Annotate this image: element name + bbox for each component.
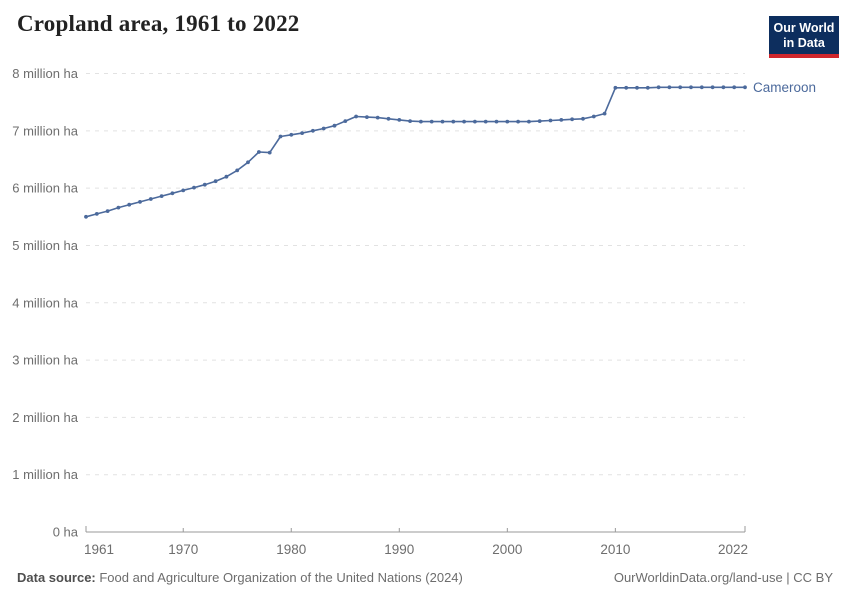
- data-point[interactable]: [483, 119, 488, 124]
- data-point[interactable]: [581, 116, 585, 121]
- data-point[interactable]: [591, 114, 596, 119]
- data-point[interactable]: [429, 119, 434, 124]
- data-source-label: Data source:: [17, 570, 96, 585]
- data-source-note: Data source: Food and Agriculture Organi…: [17, 570, 463, 585]
- data-point[interactable]: [408, 119, 412, 123]
- data-point[interactable]: [473, 119, 477, 124]
- data-point[interactable]: [181, 188, 186, 193]
- footer: Data source: Food and Agriculture Organi…: [17, 570, 833, 585]
- data-point[interactable]: [505, 119, 510, 124]
- data-point[interactable]: [559, 118, 564, 122]
- data-point[interactable]: [159, 194, 164, 199]
- data-point[interactable]: [721, 85, 726, 90]
- data-point[interactable]: [138, 200, 142, 204]
- data-point[interactable]: [94, 212, 99, 216]
- data-point[interactable]: [548, 118, 553, 123]
- data-point[interactable]: [116, 205, 121, 210]
- x-axis-tick-label: 1980: [276, 542, 306, 557]
- data-point[interactable]: [246, 160, 250, 165]
- data-point[interactable]: [667, 85, 672, 90]
- data-point[interactable]: [354, 114, 358, 119]
- data-point[interactable]: [267, 150, 272, 155]
- x-axis-tick-label: 2000: [492, 542, 522, 557]
- data-point[interactable]: [235, 168, 240, 173]
- y-axis-tick-label: 8 million ha: [12, 66, 79, 81]
- data-point[interactable]: [343, 119, 348, 123]
- data-point[interactable]: [386, 116, 391, 121]
- data-point[interactable]: [613, 85, 618, 90]
- data-point[interactable]: [570, 117, 574, 122]
- data-point[interactable]: [645, 85, 650, 90]
- x-axis-tick-label: 1990: [384, 542, 414, 557]
- logo-line2: in Data: [783, 36, 825, 50]
- data-point[interactable]: [527, 119, 531, 124]
- data-point[interactable]: [699, 85, 704, 90]
- data-point[interactable]: [170, 191, 175, 196]
- x-axis-tick-label: 1970: [168, 542, 198, 557]
- x-axis-tick-label: 2022: [718, 542, 748, 557]
- y-axis-tick-label: 0 ha: [53, 525, 79, 540]
- y-axis-tick-label: 7 million ha: [12, 123, 79, 138]
- x-axis-tick-label: 1961: [84, 542, 114, 557]
- data-point[interactable]: [624, 85, 629, 90]
- data-point[interactable]: [602, 111, 607, 116]
- data-point[interactable]: [397, 118, 402, 122]
- x-axis-tick-label: 2010: [600, 542, 630, 557]
- y-axis-tick-label: 6 million ha: [12, 181, 79, 196]
- footer-citation-link[interactable]: OurWorldinData.org/land-use | CC BY: [613, 570, 833, 585]
- data-point[interactable]: [732, 85, 737, 90]
- data-point[interactable]: [689, 85, 693, 90]
- data-point[interactable]: [419, 119, 423, 124]
- data-point[interactable]: [365, 115, 369, 119]
- data-point[interactable]: [635, 85, 639, 90]
- data-point[interactable]: [311, 128, 315, 133]
- data-point[interactable]: [84, 214, 88, 219]
- data-point[interactable]: [710, 85, 715, 90]
- data-point[interactable]: [289, 132, 294, 137]
- data-point[interactable]: [332, 123, 337, 128]
- data-point[interactable]: [127, 202, 132, 207]
- data-point[interactable]: [321, 126, 326, 131]
- data-point[interactable]: [192, 185, 196, 190]
- data-point[interactable]: [257, 150, 261, 154]
- y-axis-tick-label: 5 million ha: [12, 238, 79, 253]
- y-axis-tick-label: 4 million ha: [12, 295, 79, 310]
- data-point[interactable]: [494, 119, 499, 124]
- data-point[interactable]: [148, 197, 153, 201]
- data-point[interactable]: [213, 179, 218, 184]
- page-title: Cropland area, 1961 to 2022: [17, 11, 300, 36]
- data-point[interactable]: [743, 85, 747, 90]
- data-point[interactable]: [537, 119, 542, 123]
- data-point[interactable]: [516, 119, 520, 124]
- owid-logo[interactable]: Our World in Data: [769, 16, 839, 58]
- series-entity-label: Cameroon: [753, 80, 816, 95]
- y-axis-tick-label: 3 million ha: [12, 353, 79, 368]
- series-line[interactable]: [85, 86, 745, 218]
- logo-line1: Our World: [773, 21, 835, 35]
- data-point[interactable]: [451, 119, 456, 124]
- y-axis-tick-label: 2 million ha: [12, 410, 79, 425]
- data-point[interactable]: [224, 174, 229, 179]
- data-point[interactable]: [656, 85, 661, 90]
- data-point[interactable]: [462, 119, 466, 124]
- data-point[interactable]: [278, 134, 283, 139]
- data-point[interactable]: [105, 209, 110, 214]
- data-point[interactable]: [440, 119, 445, 124]
- data-point[interactable]: [678, 85, 683, 90]
- data-point[interactable]: [202, 182, 207, 187]
- data-point[interactable]: [300, 131, 304, 136]
- data-source-text: Food and Agriculture Organization of the…: [95, 570, 463, 585]
- data-point[interactable]: [375, 115, 380, 120]
- y-axis-tick-label: 1 million ha: [12, 467, 79, 482]
